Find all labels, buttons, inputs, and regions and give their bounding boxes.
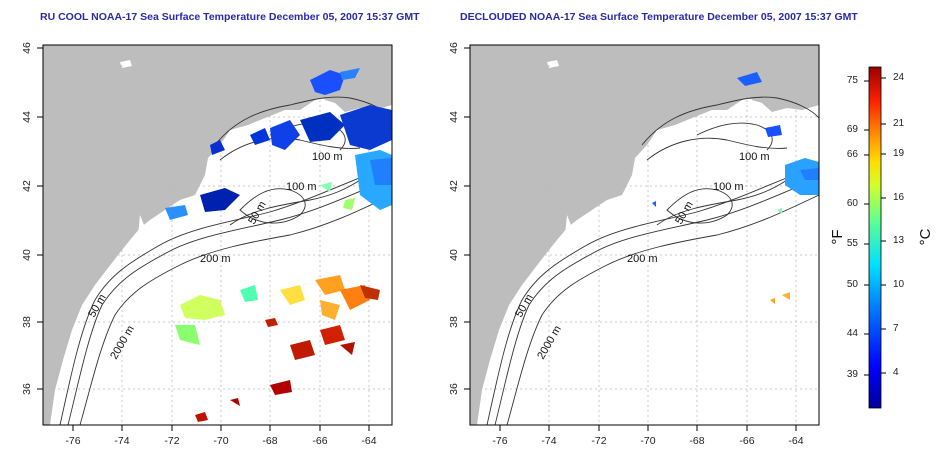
y-tick-label: 44 <box>21 111 33 123</box>
y-tick-label: 46 <box>21 42 33 54</box>
x-tick-label: -68 <box>262 435 277 447</box>
fahrenheit-tick: 75 <box>846 75 858 86</box>
fahrenheit-tick: 60 <box>846 198 858 209</box>
fahrenheit-tick: 50 <box>846 279 858 290</box>
sst-data-patches <box>165 68 392 422</box>
contour-label: 100 m <box>312 151 343 163</box>
x-tick-label: -64 <box>788 435 803 447</box>
y-tick-label: 44 <box>448 111 460 123</box>
fahrenheit-tick: 55 <box>846 238 858 249</box>
celsius-tick: 16 <box>893 192 905 203</box>
celsius-tick: 19 <box>893 148 905 159</box>
fahrenheit-unit-label: °F <box>829 229 846 245</box>
fahrenheit-tick: 66 <box>846 149 858 160</box>
x-tick-label: -76 <box>492 435 507 447</box>
contour-label: 200 m <box>200 253 231 265</box>
panel-title-left: RU COOL NOAA-17 Sea Surface Temperature … <box>40 11 420 23</box>
celsius-unit-label: °C <box>917 228 934 246</box>
contour-label: 100 m <box>286 181 317 193</box>
celsius-tick: 4 <box>893 367 899 378</box>
x-tick-label: -68 <box>689 435 704 447</box>
y-tick-label: 38 <box>21 316 33 328</box>
x-tick-label: -76 <box>65 435 80 447</box>
x-tick-label: -74 <box>114 435 129 447</box>
land-mass <box>43 45 392 425</box>
celsius-tick: 21 <box>893 118 905 129</box>
celsius-tick: 24 <box>893 72 905 83</box>
panel-title-right: DECLOUDED NOAA-17 Sea Surface Temperatur… <box>460 11 858 23</box>
y-tick-label: 40 <box>448 249 460 261</box>
y-tick-label: 36 <box>448 383 460 395</box>
y-tick-label: 42 <box>448 180 460 192</box>
contour-label: 200 m <box>627 253 658 265</box>
land-mass <box>470 45 819 425</box>
y-tick-label: 40 <box>21 249 33 261</box>
y-tick-label: 38 <box>448 316 460 328</box>
x-tick-label: -74 <box>541 435 556 447</box>
x-tick-label: -72 <box>591 435 606 447</box>
contour-label: 100 m <box>713 181 744 193</box>
x-tick-label: -72 <box>164 435 179 447</box>
celsius-tick: 7 <box>893 323 899 334</box>
y-tick-label: 36 <box>21 383 33 395</box>
celsius-tick: 10 <box>893 279 905 290</box>
celsius-tick: 13 <box>893 235 905 246</box>
fahrenheit-tick: 39 <box>846 369 858 380</box>
x-tick-label: -70 <box>640 435 655 447</box>
x-tick-label: -66 <box>312 435 327 447</box>
y-tick-label: 46 <box>448 42 460 54</box>
x-tick-label: -64 <box>361 435 376 447</box>
fahrenheit-tick: 69 <box>846 124 858 135</box>
colorbar-gradient <box>868 66 882 409</box>
sst-data-patches <box>652 72 819 304</box>
contour-label: 100 m <box>739 151 770 163</box>
fahrenheit-tick: 44 <box>846 328 858 339</box>
y-tick-label: 42 <box>21 180 33 192</box>
x-tick-label: -66 <box>739 435 754 447</box>
x-tick-label: -70 <box>213 435 228 447</box>
